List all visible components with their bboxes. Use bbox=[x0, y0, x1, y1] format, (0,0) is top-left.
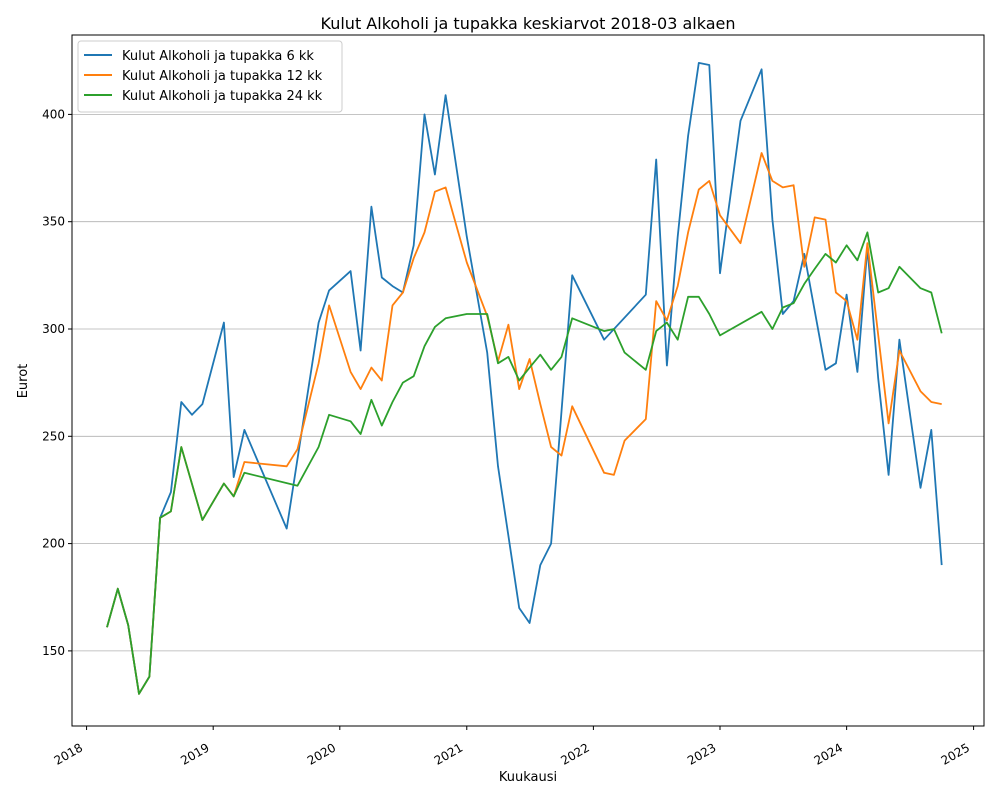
y-tick-label: 300 bbox=[42, 322, 65, 336]
x-axis-label: Kuukausi bbox=[499, 770, 557, 785]
x-tick-label: 2021 bbox=[432, 740, 465, 767]
legend-label: Kulut Alkoholi ja tupakka 24 kk bbox=[122, 89, 323, 104]
y-tick-label: 150 bbox=[42, 644, 65, 658]
series-line-3 bbox=[106, 231, 943, 695]
x-tick-label: 2020 bbox=[305, 740, 338, 767]
plot-frame bbox=[71, 34, 985, 727]
legend-box bbox=[77, 40, 343, 113]
legend: Kulut Alkoholi ja tupakka 6 kk Kulut Alko… bbox=[77, 40, 343, 113]
y-tick-label: 400 bbox=[42, 107, 65, 121]
x-tick-label: 2023 bbox=[685, 740, 718, 767]
x-tick-label: 2024 bbox=[812, 740, 845, 767]
x-tick-label: 2019 bbox=[178, 740, 211, 767]
legend-label: Kulut Alkoholi ja tupakka 12 kk bbox=[122, 69, 323, 84]
y-tick-label: 350 bbox=[42, 215, 65, 229]
legend-label: Kulut Alkoholi ja tupakka 6 kk bbox=[122, 49, 314, 64]
series-line-1 bbox=[106, 62, 943, 695]
y-axis-label: Eurot bbox=[16, 364, 31, 399]
x-tick-label: 2025 bbox=[939, 740, 972, 767]
y-axis: 150 200 250 300 350 400 bbox=[42, 107, 72, 658]
chart-title: Kulut Alkoholi ja tupakka keskiarvot 201… bbox=[321, 14, 736, 33]
series-line-2 bbox=[106, 152, 942, 695]
x-tick-label: 2018 bbox=[52, 740, 85, 767]
y-tick-label: 250 bbox=[42, 429, 65, 443]
y-tick-label: 200 bbox=[42, 537, 65, 551]
series-lines bbox=[106, 62, 943, 695]
x-axis: 2018 2019 2020 2021 2022 2023 2024 2025 bbox=[52, 726, 975, 768]
x-tick-label: 2022 bbox=[558, 740, 591, 767]
